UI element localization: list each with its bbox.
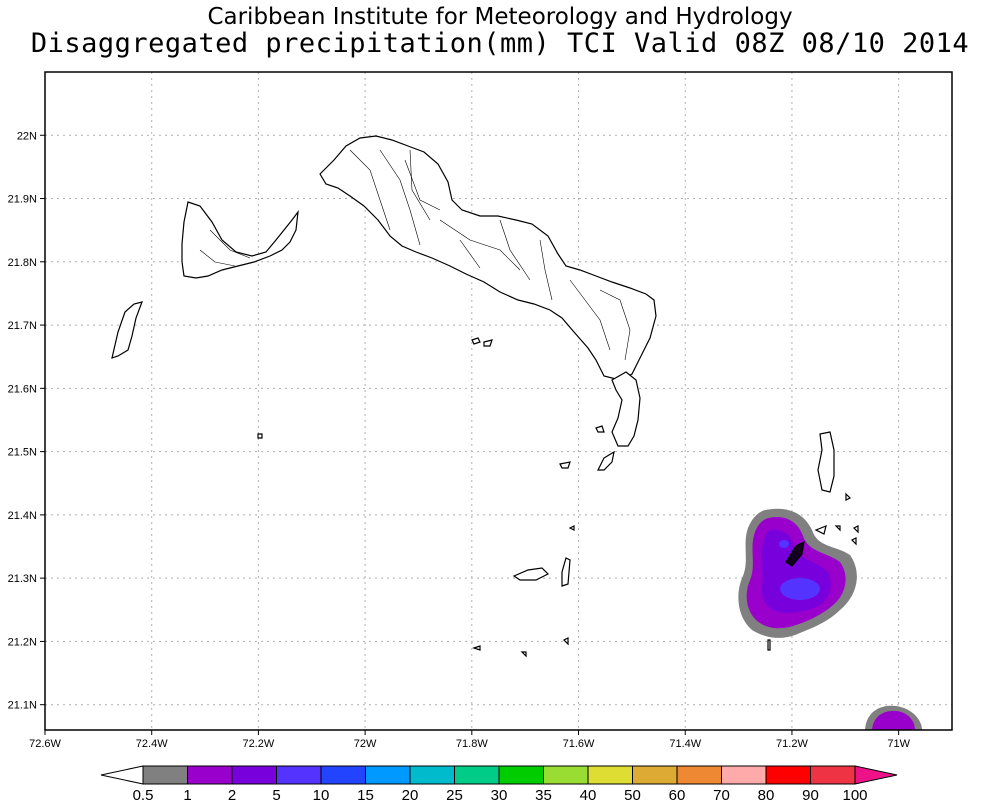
colorbar-swatch: [632, 765, 678, 785]
y-tick-label: 21.3N: [8, 573, 37, 585]
cay-4: [595, 425, 605, 433]
cay-15: [767, 639, 771, 651]
district-boundaries: [199, 149, 631, 361]
colorbar-label: 30: [491, 787, 508, 800]
y-tick-label: 21.6N: [8, 383, 37, 395]
island-big-ambergris-cay: [512, 567, 550, 581]
colorbar-label: 0.5: [133, 787, 154, 800]
cay-3: [559, 461, 571, 469]
cay-5: [257, 433, 263, 439]
x-tick-label: 71.4W: [669, 738, 701, 750]
map-frame: [44, 71, 953, 731]
colorbar-label: 35: [535, 787, 552, 800]
cay-9: [520, 651, 527, 658]
map-subtitle: Disaggregated precipitation(mm) TCI Vali…: [30, 28, 970, 59]
colorbar-swatch: [676, 765, 722, 785]
colorbar-label: 50: [624, 787, 641, 800]
cay-7: [562, 637, 569, 646]
colorbar-label: 40: [580, 787, 597, 800]
colorbar-label: 60: [669, 787, 686, 800]
colorbar-label: 70: [713, 787, 730, 800]
y-tick-label: 21.5N: [8, 447, 37, 459]
colorbar-swatch: [409, 765, 455, 785]
cay-10: [845, 492, 852, 501]
island-grand-turk: [817, 431, 835, 493]
colorbar-swatch: [276, 765, 322, 785]
cay-8: [472, 645, 481, 651]
colorbar-label: 90: [802, 787, 819, 800]
island-providenciales: [181, 201, 299, 279]
y-tick-label: 21.1N: [8, 700, 37, 712]
precip-area-purple-south: [872, 710, 915, 730]
colorbar-swatch: [587, 765, 633, 785]
map-title: Caribbean Institute for Meteorology and …: [207, 4, 793, 30]
island-south-caicos: [597, 450, 615, 471]
colorbar-above-arrow: [854, 765, 898, 785]
colorbar-swatch: [142, 765, 188, 785]
cay-2: [483, 339, 493, 347]
colorbar-label: 2: [228, 787, 236, 800]
island-salt-cay: [785, 540, 805, 567]
y-tick-label: 22N: [17, 130, 37, 142]
precipitation-field: [738, 508, 922, 730]
y-tick-label: 21.7N: [8, 320, 37, 332]
y-tick-label: 21.8N: [8, 257, 37, 269]
colorbar-label: 100: [842, 787, 867, 800]
cay-11: [814, 525, 827, 535]
precip-core-blue: [780, 578, 820, 600]
colorbar-swatch: [810, 765, 856, 785]
x-tick-label: 72.4W: [136, 738, 168, 750]
colorbar-swatch: [187, 765, 233, 785]
x-tick-label: 71.8W: [456, 738, 488, 750]
precip-core-blue-small: [779, 540, 789, 548]
cay-6: [568, 525, 575, 531]
y-tick-label: 21.4N: [8, 510, 37, 522]
cay-13: [852, 525, 859, 534]
y-tick-label: 21.9N: [8, 194, 37, 206]
island-west-caicos: [111, 301, 143, 359]
y-tick-label: 21.2N: [8, 636, 37, 648]
colorbar-swatch: [231, 765, 277, 785]
colorbar-label: 5: [272, 787, 280, 800]
cay-12: [834, 525, 841, 532]
colorbar-swatch: [454, 765, 500, 785]
colorbar-label: 10: [313, 787, 330, 800]
colorbar-label: 80: [758, 787, 775, 800]
colorbar-label: 15: [357, 787, 374, 800]
x-tick-label: 72W: [354, 738, 377, 750]
colorbar-label: 25: [446, 787, 463, 800]
colorbar-swatch: [498, 765, 544, 785]
x-tick-label: 71.2W: [776, 738, 808, 750]
x-axis-ticks: 72.6W 72.4W 72.2W 72W 71.8W 71.6W 71.4W 71.2W 71…: [29, 730, 911, 750]
colorbar-swatch: [320, 765, 366, 785]
colorbar-label: 1: [183, 787, 191, 800]
x-tick-label: 72.2W: [243, 738, 275, 750]
colorbar-label: 20: [402, 787, 419, 800]
cay-14: [850, 537, 857, 546]
island-north-middle-caicos: [319, 135, 657, 381]
colorbar-below-arrow: [100, 765, 144, 785]
cay-1: [471, 337, 481, 345]
y-axis-ticks: 21.1N 21.2N 21.3N 21.4N 21.5N 21.6N 21.7N 21.8N…: [8, 130, 45, 712]
x-tick-label: 71W: [887, 738, 910, 750]
colorbar-swatch: [365, 765, 411, 785]
colorbar-swatch: [543, 765, 589, 785]
island-east-caicos: [611, 371, 641, 447]
colorbar-swatch: [765, 765, 811, 785]
grid-lines: [45, 72, 952, 730]
colorbar: 0.5 1 2 5 10 15 20 25 30 35 40 50 60 70 80 90 100: [100, 765, 898, 800]
x-tick-label: 71.6W: [563, 738, 595, 750]
colorbar-swatch: [721, 765, 767, 785]
x-tick-label: 72.6W: [29, 738, 61, 750]
island-little-ambergris: [561, 557, 571, 587]
